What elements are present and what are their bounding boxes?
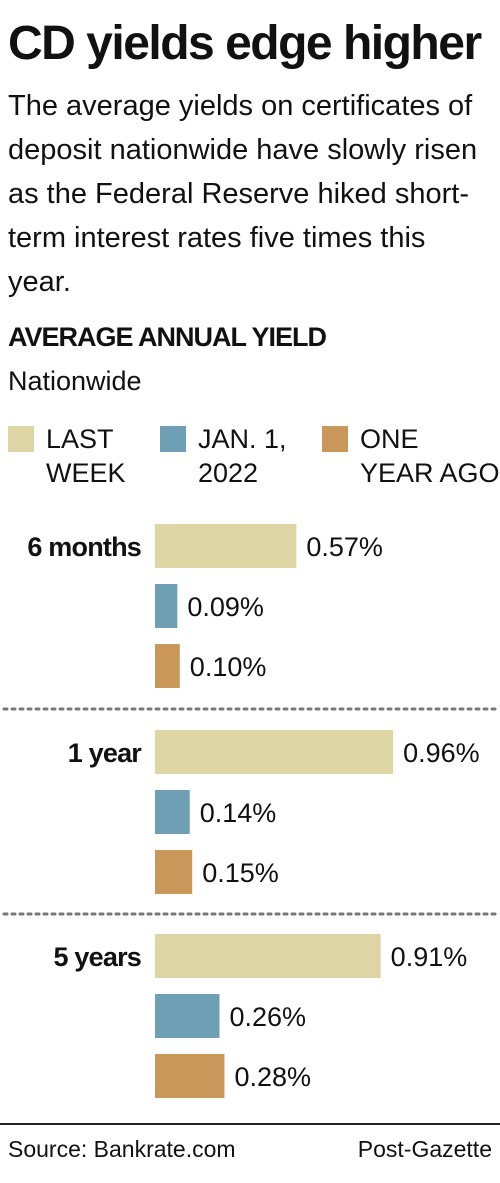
footer-rule [0, 1123, 500, 1125]
legend-swatch-one-year-ago [322, 426, 348, 452]
value-label-1-year-one-year-ago: 0.15% [202, 858, 279, 888]
category-label-6-months: 6 months [27, 532, 141, 562]
legend-swatch-last-week [8, 426, 34, 452]
bar-chart: 6 months 0.57% 0.09% 0.10% 1 year 0.96% 0.14% 0… [2, 524, 498, 1098]
bar-5-years-last-week [155, 934, 381, 978]
value-label-6-months-last-week: 0.57% [306, 532, 383, 562]
value-label-1-year-jan-1-2022: 0.14% [200, 798, 277, 828]
bar-6-months-jan-1-2022 [155, 584, 178, 628]
bar-6-months-one-year-ago [155, 644, 180, 688]
value-label-5-years-jan-1-2022: 0.26% [229, 1002, 306, 1032]
chart-description: The average yields on certificates of de… [8, 90, 478, 298]
bar-6-months-last-week [155, 524, 297, 568]
bar-1-year-jan-1-2022 [155, 790, 190, 834]
legend-label-jan-1-2022: JAN. 1, 2022 [198, 424, 287, 488]
category-label-1-year: 1 year [68, 738, 143, 768]
bar-5-years-jan-1-2022 [155, 994, 220, 1038]
value-label-5-years-one-year-ago: 0.28% [234, 1062, 311, 1092]
chart-title: CD yields edge higher [8, 17, 482, 70]
value-label-1-year-last-week: 0.96% [403, 738, 480, 768]
source-note: Source: Bankrate.com [8, 1136, 236, 1162]
publisher-credit: Post-Gazette [357, 1136, 492, 1162]
chart-heading: AVERAGE ANNUAL YIELD [8, 322, 327, 352]
legend-swatch-jan-1-2022 [160, 426, 186, 452]
legend-label-one-year-ago: ONE YEAR AGO [360, 424, 500, 488]
bar-5-years-one-year-ago [155, 1054, 225, 1098]
value-label-6-months-jan-1-2022: 0.09% [187, 592, 264, 622]
value-label-6-months-one-year-ago: 0.10% [190, 652, 267, 682]
chart-subheading: Nationwide [8, 366, 142, 396]
bar-1-year-last-week [155, 730, 394, 774]
bar-1-year-one-year-ago [155, 850, 193, 894]
legend-label-last-week: LAST WEEK [46, 424, 126, 488]
category-label-5-years: 5 years [54, 942, 142, 972]
value-label-5-years-last-week: 0.91% [391, 942, 468, 972]
